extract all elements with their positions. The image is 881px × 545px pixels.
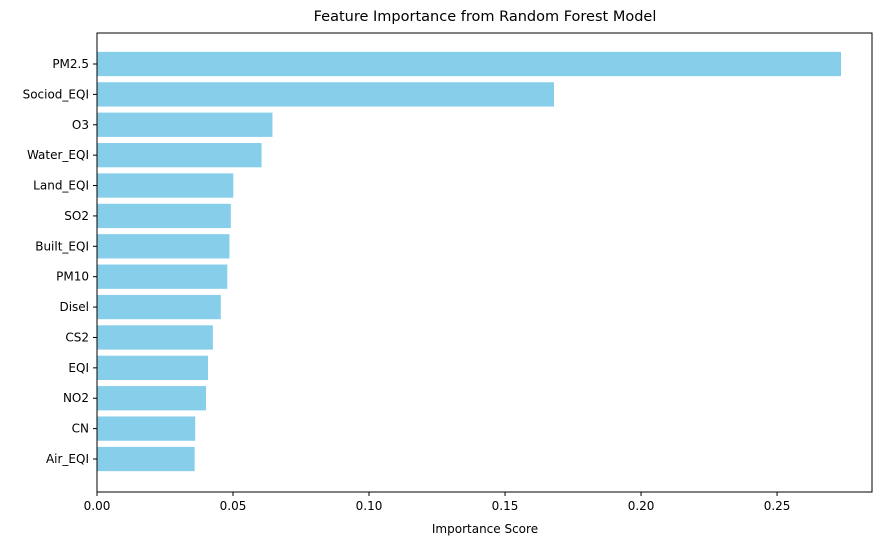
y-tick-label-11: NO2 [63, 391, 89, 405]
bar-8 [97, 294, 221, 320]
y-tick-label-1: Sociod_EQI [23, 87, 89, 101]
y-tick-label-5: SO2 [64, 209, 89, 223]
bar-9 [97, 325, 213, 350]
y-tick-label-10: EQI [68, 361, 89, 375]
y-tick-label-8: Disel [59, 300, 89, 314]
y-tick-label-9: CS2 [65, 330, 89, 344]
x-axis-ticks: 0.00 0.05 0.10 0.15 0.20 0.25 [84, 492, 791, 513]
bar-6 [97, 234, 230, 259]
y-axis-ticks: PM2.5 Sociod_EQI O3 Water_EQI Land_EQI SO2 Bui… [23, 57, 97, 466]
bar-7 [97, 264, 228, 289]
y-tick-label-0: PM2.5 [52, 57, 89, 71]
bar-11 [97, 386, 207, 411]
x-tick-label-0: 0.00 [84, 499, 111, 513]
bars-group [97, 51, 841, 472]
bar-2 [97, 112, 273, 137]
plot-frame [96, 32, 873, 493]
y-tick-label-3: Water_EQI [27, 148, 89, 162]
x-tick-label-2: 0.10 [356, 499, 383, 513]
y-tick-label-13: Air_EQI [46, 452, 89, 466]
bar-4 [97, 173, 234, 198]
bar-12 [97, 416, 196, 441]
x-tick-label-4: 0.20 [628, 499, 655, 513]
bar-0 [97, 51, 841, 77]
y-tick-label-2: O3 [72, 118, 89, 132]
bar-5 [97, 203, 231, 229]
bar-3 [97, 143, 262, 168]
bar-1 [97, 82, 555, 107]
bar-13 [97, 446, 195, 472]
x-tick-label-5: 0.25 [764, 499, 791, 513]
y-tick-label-4: Land_EQI [33, 179, 89, 193]
y-tick-label-6: Built_EQI [35, 239, 89, 253]
y-tick-label-7: PM10 [56, 270, 89, 284]
y-tick-label-12: CN [72, 422, 89, 436]
bar-10 [97, 355, 208, 380]
x-tick-label-3: 0.15 [492, 499, 519, 513]
x-axis-label: Importance Score [432, 522, 538, 536]
x-tick-label-1: 0.05 [220, 499, 247, 513]
chart-title: Feature Importance from Random Forest Mo… [314, 9, 657, 25]
